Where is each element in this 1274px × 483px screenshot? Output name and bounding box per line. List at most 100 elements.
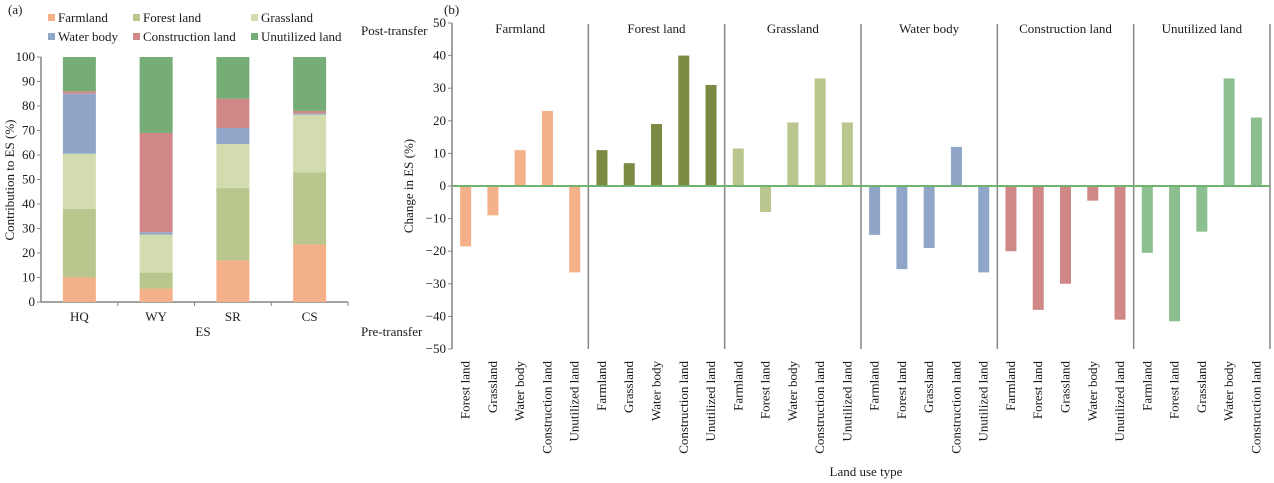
stacked-bar <box>216 57 250 302</box>
bar-segment <box>62 91 96 94</box>
bar <box>651 124 662 186</box>
group-title: Construction land <box>1019 21 1112 36</box>
x-tick-label: Forest land <box>894 361 909 420</box>
bar <box>923 186 935 248</box>
x-tick-label: Farmland <box>867 361 882 411</box>
y-tick-label: 0 <box>29 294 36 309</box>
legend-swatch <box>48 14 55 21</box>
y-tick-label: 30 <box>433 80 446 95</box>
x-tick-label: Construction land <box>1248 361 1263 454</box>
bar <box>814 78 826 186</box>
group-title: Forest land <box>627 21 686 36</box>
legend-swatch <box>251 33 258 40</box>
x-tick-label: Farmland <box>1003 361 1018 411</box>
stacked-bar <box>62 57 96 302</box>
bar <box>1032 186 1044 310</box>
bar <box>950 146 962 186</box>
x-tick-label: Unutilized land <box>703 361 718 442</box>
legend: Farmland Forest land Grassland Water body Co… <box>48 10 342 44</box>
y-tick-label: −50 <box>426 341 446 356</box>
bar-segment <box>216 188 250 261</box>
group-title: Water body <box>899 21 959 36</box>
legend-item: Construction land <box>133 29 236 44</box>
x-tick-label: Grassland <box>1194 361 1209 413</box>
bar-segment <box>293 113 327 115</box>
x-tick-label: Water body <box>785 361 800 421</box>
y-tick-label: 60 <box>22 147 35 162</box>
x-axis-label-b: Land use type <box>830 464 903 479</box>
y-tick-label: 40 <box>433 48 446 63</box>
bar <box>541 111 553 186</box>
y-axis-label-b: Change in ES (%) <box>401 139 416 233</box>
bar-group: Farmland Forest land Grassland Water body Co… <box>458 21 590 454</box>
legend-item: Farmland <box>48 10 108 25</box>
x-tick-label: Farmland <box>730 361 745 411</box>
group-title: Grassland <box>767 21 819 36</box>
bar-group: Unutilized land Farmland Forest land Grassl… <box>1139 21 1271 454</box>
bar-segment <box>139 57 173 133</box>
x-tick-label: Grassland <box>485 361 500 413</box>
bar-segment <box>139 234 173 273</box>
x-tick-label: Construction land <box>812 361 827 454</box>
bar <box>1169 186 1181 322</box>
y-tick-label: 100 <box>16 49 36 64</box>
bar <box>1114 186 1126 320</box>
legend-swatch <box>251 14 258 21</box>
y-tick-label: 80 <box>22 98 35 113</box>
legend-label: Water body <box>58 29 118 44</box>
bar <box>1250 117 1262 186</box>
bar <box>1223 78 1235 186</box>
legend-label: Construction land <box>143 29 236 44</box>
bar <box>896 186 908 270</box>
bar-segment <box>62 57 96 92</box>
bar-group: Construction land Farmland Forest land Gras… <box>1003 21 1135 442</box>
bar <box>1060 186 1071 284</box>
panel-b-label: (b) <box>444 2 459 17</box>
bar-segment <box>62 93 96 154</box>
bar-segment <box>293 114 327 173</box>
bar <box>1005 186 1017 252</box>
x-tick-label: Grassland <box>1058 361 1073 413</box>
x-tick-label: Construction land <box>948 361 963 454</box>
bar <box>1141 186 1153 253</box>
x-tick-label: Forest land <box>1167 361 1182 420</box>
bar-segment <box>139 272 173 289</box>
x-tick-label: Grassland <box>621 361 636 413</box>
bar-segment <box>216 260 250 302</box>
legend-item: Grassland <box>251 10 313 25</box>
x-tick-label: CS <box>302 309 318 324</box>
x-tick-label: Unutilized land <box>567 361 582 442</box>
x-tick-label: SR <box>225 309 241 324</box>
x-tick-label: Water body <box>1085 361 1100 421</box>
y-tick-label: 20 <box>22 245 35 260</box>
bar-segment <box>216 128 250 144</box>
y-tick-label: 30 <box>22 221 35 236</box>
legend-item: Unutilized land <box>251 29 342 44</box>
legend-swatch <box>133 33 140 40</box>
bar <box>596 150 608 186</box>
legend-swatch <box>48 33 55 40</box>
y-tick-label: 20 <box>433 113 446 128</box>
bar <box>487 186 499 216</box>
x-tick-label: Farmland <box>1139 361 1154 411</box>
y-tick-label: −40 <box>426 308 446 323</box>
bar <box>732 148 744 186</box>
bar <box>787 122 799 186</box>
y-tick-label: −30 <box>426 276 446 291</box>
bar-segment <box>216 98 250 129</box>
x-tick-label: Water body <box>1221 361 1236 421</box>
x-tick-label: Unutilized land <box>976 361 991 442</box>
group-title: Farmland <box>495 21 545 36</box>
bar <box>978 186 990 273</box>
x-axis-label: ES <box>195 324 210 339</box>
x-tick-label: Water body <box>649 361 664 421</box>
legend-label: Forest land <box>143 10 202 25</box>
bar-segment <box>62 277 96 302</box>
x-tick-label: Forest land <box>458 361 473 420</box>
bar-segment <box>293 172 327 245</box>
y-tick-label: 10 <box>433 145 446 160</box>
bar <box>678 55 690 186</box>
bar <box>623 163 635 186</box>
y-tick-label: 90 <box>22 74 35 89</box>
